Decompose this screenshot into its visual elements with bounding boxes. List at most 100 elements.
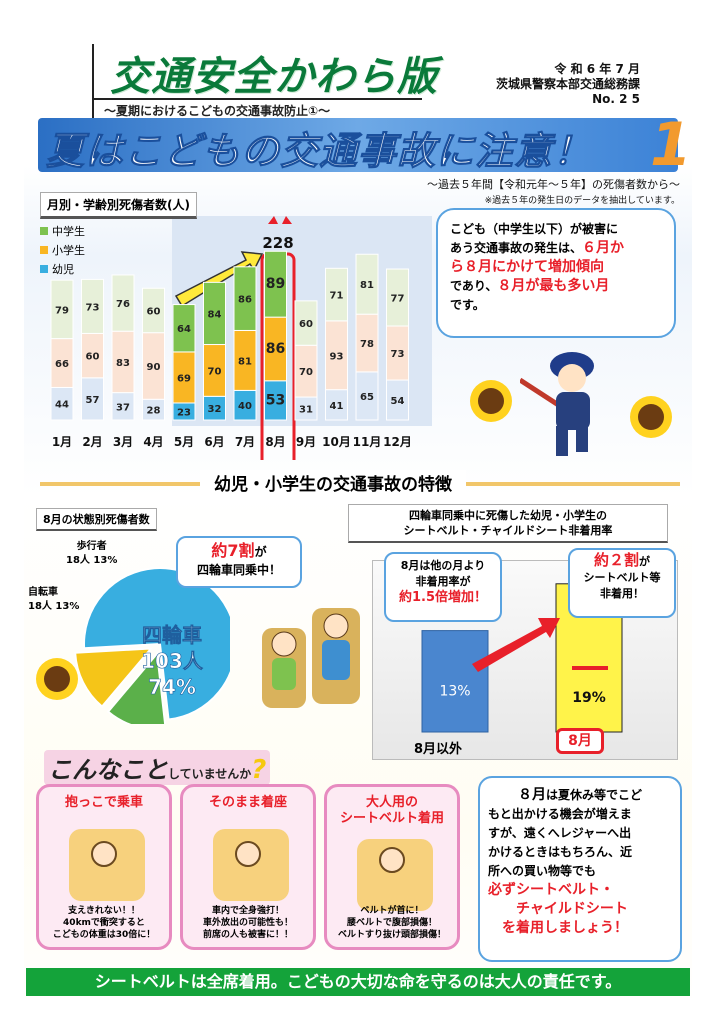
case-card-seat: そのまま着座 車内で全身強打！ 車外放出の可能性も！ 前席の人も被害に！！ [180, 784, 316, 950]
headline-banner [38, 118, 678, 172]
title-rule-vertical [92, 44, 94, 120]
chart1-title: 月別・学齢別死傷者数(人) [40, 192, 197, 219]
child-body [272, 658, 296, 690]
issue-meta: 令 和 6 年 7 月 茨城県警察本部交通総務課 No. 2 5 [460, 62, 640, 107]
face-icon [379, 847, 405, 873]
bar-value-label: 66 [55, 359, 69, 370]
legend-junior: 中学生 [40, 222, 85, 241]
bar-segment [386, 268, 409, 327]
issue-number: No. 2 5 [592, 92, 640, 106]
pie-chart: 四輪車 103人 74% [74, 567, 230, 724]
summary-box: ８月は夏休み等でこど もと出かける機会が増えま すが、遠くへレジャーへ出 かけるとき… [478, 776, 682, 962]
mascot-body [556, 392, 590, 430]
bar-segment [81, 278, 104, 334]
bar-value-label: 65 [360, 392, 374, 403]
adult-body [322, 640, 350, 680]
increase-callout: 8月は他の月より 非着用率が 約1.5倍増加！ [384, 552, 502, 622]
bar-value-label: 84 [208, 309, 222, 320]
bar-segment [325, 267, 348, 322]
bar-value-label: 73 [86, 302, 100, 313]
bar-value-label: 86 [238, 295, 252, 306]
case-body: 支えきれない！！ 40kmで衝突すると こどもの体重は30倍に！ [52, 906, 156, 940]
bar-segment [233, 266, 257, 331]
headline-text: 夏はこどもの交通事故に注意！ [45, 128, 593, 174]
bar-value-label: 57 [86, 395, 100, 406]
bar-value-label: 70 [208, 366, 222, 377]
month-label: 11月 [353, 435, 382, 449]
bar-segment [355, 253, 379, 315]
data-note: ※過去５年の発生日のデータを抽出しています。 [484, 196, 680, 206]
bar-value-label: 54 [391, 396, 405, 407]
headline-number: 1 [650, 110, 692, 180]
case-card-adultbelt: 大人用の シートベルト着用 ベルトが首に！ 腰ベルトで腹部損傷！ ベルトすり抜け頭部損… [324, 784, 460, 950]
bar-value-label: 90 [147, 362, 161, 373]
adult-face [323, 613, 349, 639]
bar-value-label: 93 [330, 351, 344, 362]
month-label: 8月 [265, 435, 285, 449]
month-label: 4月 [143, 435, 163, 449]
case-title: 抱っこで乗車 [64, 795, 143, 810]
total-label: 228 [262, 234, 293, 252]
case-title: そのまま着座 [208, 795, 287, 810]
month-label: 5月 [174, 435, 194, 449]
bar-value-label: 23 [177, 407, 191, 418]
period-note: ～過去５年間【令和元年～５年】の死傷者数から～ [427, 178, 680, 191]
child-face [271, 631, 297, 657]
issue-date: 令 和 6 年 7 月 [554, 62, 640, 76]
pie-value-car: 103人 [141, 649, 204, 673]
warning-heading: こんなことしていませんか? [44, 750, 271, 785]
pie-label-bike: 自転車 18人 13% [28, 587, 80, 612]
legend-kinder: 幼児 [40, 260, 85, 279]
month-label: 1月 [52, 435, 72, 449]
month-label: 12月 [383, 435, 412, 449]
mascot-face [558, 364, 586, 392]
bar-segment [111, 274, 135, 332]
pie-label-car: 四輪車 [142, 623, 202, 647]
chart1-legend: 中学生 小学生 幼児 [40, 222, 85, 279]
bar-category-other: 8月以外 [414, 742, 463, 757]
increase-arrow [472, 618, 560, 672]
sunflower-icon [44, 666, 70, 692]
sunflower-icon [638, 404, 664, 430]
bar-value-label: 89 [266, 276, 285, 292]
section-heading: 幼児・小学生の交通事故の特徴 [40, 470, 680, 496]
bar-value-label: 70 [299, 367, 313, 378]
bar-segment [264, 250, 287, 318]
nonuse-bar-label: 13% [439, 683, 470, 699]
case-body: 車内で全身強打！ 車外放出の可能性も！ 前席の人も被害に！！ [202, 906, 293, 940]
mascot-leg [556, 426, 568, 456]
bar-segment [203, 281, 226, 346]
issue-dept: 茨城県警察本部交通総務課 [495, 77, 640, 91]
month-label: 3月 [113, 435, 133, 449]
newsletter-title: 交通安全かわら版 [110, 53, 438, 100]
nonuse-chart-title: 四輪車同乗中に死傷した幼児・小学生の シートベルト・チャイルドシート非着用率 [348, 504, 668, 543]
mark-icon [268, 216, 278, 224]
pie-pct-car: 74% [148, 675, 196, 699]
case-body: ベルトが首に！ 腰ベルトで腹部損傷！ ベルトすり抜け頭部損傷！ [337, 906, 446, 940]
newsletter-subtitle: ～夏期におけるこどもの交通事故防止①～ [104, 104, 331, 118]
bar-segment [142, 287, 165, 334]
legend-elem: 小学生 [40, 241, 85, 260]
bar-value-label: 77 [391, 294, 405, 305]
bar-value-label: 31 [299, 405, 313, 416]
nonuse-bar [421, 630, 489, 733]
nonuse-bar-label: 19% [572, 690, 606, 706]
bar-value-label: 69 [177, 373, 191, 384]
trend-arrow [174, 251, 264, 308]
bar-value-label: 76 [116, 299, 130, 310]
mascot-leg [576, 426, 588, 452]
month-label: 2月 [82, 435, 102, 449]
bar-value-label: 83 [116, 358, 130, 369]
bar-value-label: 79 [55, 305, 69, 316]
bar-value-label: 78 [360, 339, 374, 350]
bar-value-label: 37 [116, 402, 130, 413]
bar-value-label: 81 [238, 356, 252, 367]
car-callout: 約7割が 四輪車同乗中！ [176, 536, 302, 588]
monthly-chart: 44 66 79 1月 57 60 73 2月 37 83 76 3月 28 90 60 4月 23 69 64 5月… [50, 216, 432, 460]
bar-segment [294, 300, 318, 346]
bar-value-label: 40 [238, 401, 252, 412]
pie-label-ped: 歩行者 18人 13% [66, 541, 118, 566]
bar-category-august: 8月 [556, 728, 604, 754]
bar-value-label: 44 [55, 400, 69, 411]
bar-value-label: 64 [177, 324, 191, 335]
